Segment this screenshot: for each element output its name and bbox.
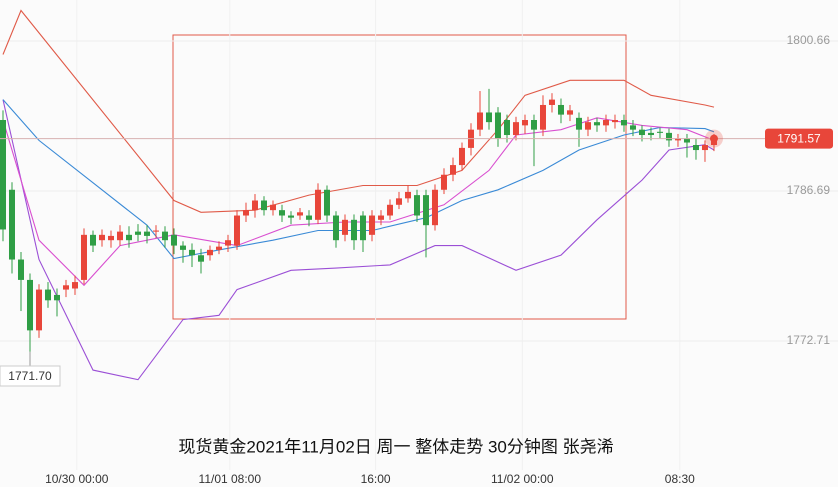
candle-body [62, 285, 69, 290]
candle-body [197, 255, 204, 262]
candle-body [215, 246, 222, 250]
candle-body [170, 234, 177, 246]
y-tick-label: 1786.69 [787, 183, 831, 197]
last-price-box [765, 128, 833, 149]
candle-body [422, 195, 429, 226]
candle-body [404, 191, 411, 199]
x-tick-label: 10/30 00:00 [45, 472, 109, 486]
candle-body [242, 210, 249, 216]
candle-body [521, 119, 528, 126]
candle-body [593, 122, 600, 126]
candle-body [683, 138, 690, 143]
candle-body [431, 189, 438, 226]
candle-body [107, 235, 114, 241]
candle-body [665, 132, 672, 141]
candle-body [395, 198, 402, 205]
candle-body [143, 231, 150, 236]
indicator-line [2, 99, 715, 381]
candle-body [341, 219, 348, 235]
indicator-line [2, 9, 715, 213]
candle-body [539, 104, 546, 130]
candle-body [350, 219, 357, 241]
candle-body [8, 189, 15, 260]
candle-body [269, 204, 276, 211]
x-tick-label: 08:30 [665, 472, 695, 486]
candle-body [44, 289, 51, 301]
candle-body [611, 119, 618, 123]
candle-body [116, 231, 123, 241]
candle-body [494, 112, 501, 139]
candle-body [206, 249, 213, 256]
candle-body [575, 117, 582, 130]
x-tick-label: 16:00 [361, 472, 391, 486]
candle-body [332, 215, 339, 241]
candle-body [152, 230, 159, 232]
y-tick-label: 1800.66 [787, 33, 831, 47]
candle-body [647, 132, 654, 136]
x-tick-label: 11/02 00:00 [491, 472, 554, 486]
candle-body [26, 279, 33, 331]
candle-body [512, 122, 519, 136]
candle-body [278, 210, 285, 216]
candle-body [251, 200, 258, 211]
candle-body [629, 125, 636, 130]
candle-body [233, 215, 240, 246]
candle-body [386, 204, 393, 216]
x-tick-label: 11/01 08:00 [199, 472, 262, 486]
candle-body [440, 174, 447, 190]
candle-body [359, 215, 366, 241]
candle-body [458, 147, 465, 166]
candle-body [89, 234, 96, 246]
candle-body [260, 200, 267, 211]
candle-body [71, 282, 78, 289]
low-label: 1771.70 [8, 369, 52, 383]
candle-body [620, 119, 627, 126]
candle-body [449, 165, 456, 175]
candle-body [161, 231, 168, 241]
candle-body [0, 119, 6, 230]
candle-body [323, 189, 330, 216]
candle-body [287, 215, 294, 218]
candle-body [368, 215, 375, 235]
candle-body [179, 245, 186, 250]
highlight-box [172, 34, 627, 320]
candle-body [701, 145, 708, 151]
candle-body [35, 289, 42, 331]
candle-body [692, 145, 699, 151]
chart-title: 现货黄金2021年11月02日 周一 整体走势 30分钟图 张尧浠 [178, 437, 613, 456]
candle-body [80, 234, 87, 280]
candle-body [134, 231, 141, 235]
candle-body [296, 212, 303, 216]
candle-body [224, 240, 231, 246]
candle-body [53, 294, 60, 301]
candle-body [503, 119, 510, 136]
candle-body [656, 131, 663, 133]
candle-body [98, 234, 105, 241]
candle-body [584, 122, 591, 130]
candle-body [188, 249, 195, 256]
low-box [0, 365, 61, 387]
candle-body [485, 112, 492, 123]
candle-body [305, 215, 312, 220]
candle-body [548, 99, 555, 105]
candle-body [125, 234, 132, 241]
candle-body [476, 112, 483, 130]
candle-body [17, 259, 24, 280]
candle-body [557, 104, 564, 115]
candle-body [602, 119, 609, 126]
candle-body [566, 110, 573, 115]
candle-body [377, 215, 384, 220]
candle-body [413, 195, 420, 216]
candle-body [530, 119, 537, 130]
last-price-label: 1791.57 [777, 132, 821, 146]
candle-body [674, 138, 681, 141]
indicator-line [2, 99, 715, 260]
y-tick-label: 1772.71 [787, 333, 831, 347]
candle-body [638, 129, 645, 136]
candle-body [314, 189, 321, 220]
last-price-dot [709, 134, 718, 143]
